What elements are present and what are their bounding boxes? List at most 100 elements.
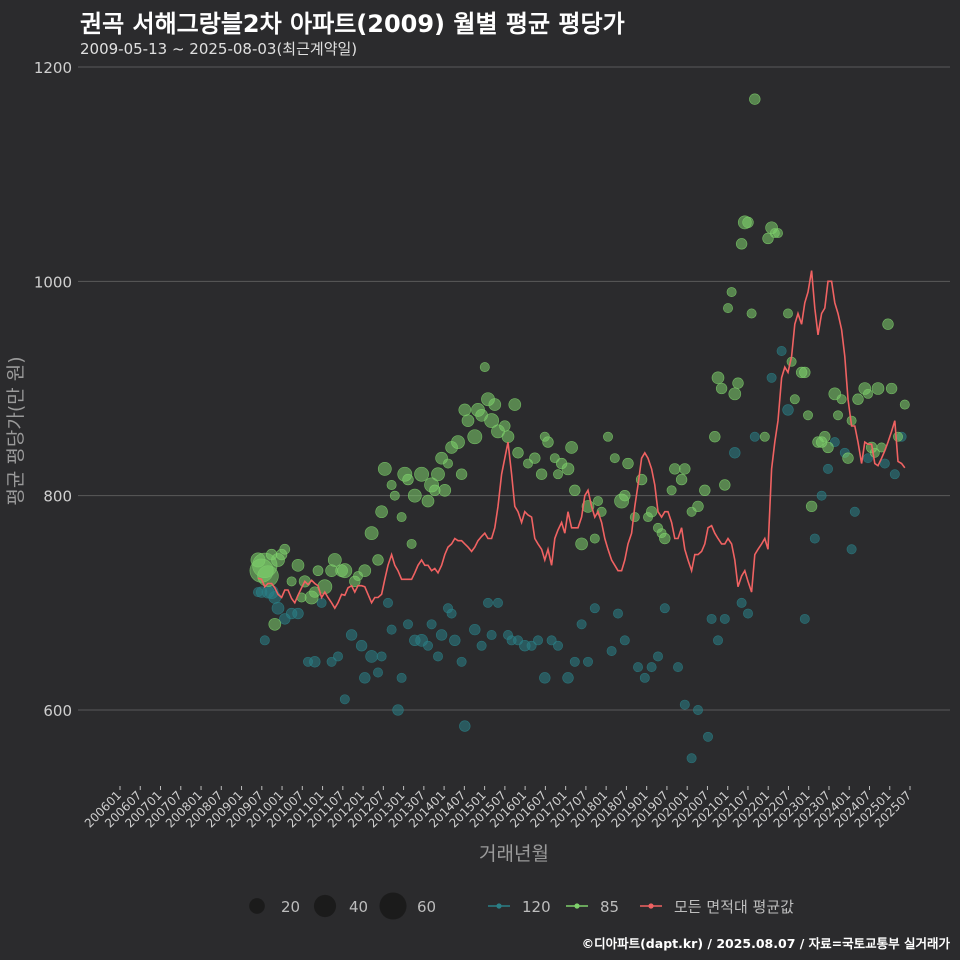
point-85-66 bbox=[553, 469, 563, 480]
point-120-57 bbox=[606, 646, 617, 657]
point-85-73 bbox=[589, 533, 600, 544]
point-120-61 bbox=[639, 672, 650, 683]
point-85-99 bbox=[723, 303, 733, 314]
point-120-88 bbox=[863, 453, 873, 464]
point-120-12 bbox=[316, 597, 327, 608]
point-120-15 bbox=[339, 694, 350, 705]
point-120-80 bbox=[799, 613, 810, 624]
point-85-44 bbox=[451, 435, 465, 449]
point-120-53 bbox=[569, 656, 580, 667]
point-85-139 bbox=[899, 399, 910, 410]
point-85-76 bbox=[603, 431, 613, 442]
point-85-127 bbox=[842, 452, 854, 464]
point-85-134 bbox=[871, 382, 885, 395]
point-85-28 bbox=[386, 479, 397, 490]
y-axis-title: 평균 평당가(만 원) bbox=[5, 356, 27, 505]
point-120-24 bbox=[392, 704, 404, 716]
point-85-90 bbox=[675, 473, 688, 486]
point-85-58 bbox=[508, 398, 522, 411]
point-120-34 bbox=[446, 608, 457, 619]
point-85-70 bbox=[569, 484, 581, 496]
point-85-15 bbox=[312, 565, 324, 577]
point-85-5 bbox=[268, 617, 282, 631]
point-85-29 bbox=[389, 490, 400, 501]
point-120-13 bbox=[326, 656, 337, 667]
point-120-76 bbox=[749, 431, 760, 442]
point-85-118 bbox=[803, 410, 813, 421]
point-120-70 bbox=[706, 613, 717, 624]
point-85-84 bbox=[645, 506, 658, 518]
point-85-10 bbox=[291, 559, 305, 572]
point-85-96 bbox=[711, 371, 725, 385]
point-120-21 bbox=[376, 651, 387, 662]
point-120-16 bbox=[345, 629, 358, 641]
point-120-81 bbox=[809, 533, 820, 544]
point-120-20 bbox=[373, 667, 383, 678]
point-120-49 bbox=[539, 672, 551, 684]
point-85-34 bbox=[407, 488, 422, 503]
y-axis-ticks: 600 800 1000 1200 bbox=[34, 59, 72, 720]
legend-series-label-85: 85 bbox=[600, 898, 619, 916]
point-85-23 bbox=[358, 564, 372, 577]
point-85-105 bbox=[742, 216, 754, 229]
average-price-line bbox=[257, 270, 906, 610]
point-85-53 bbox=[488, 398, 502, 411]
point-85-18 bbox=[327, 553, 342, 567]
point-120-56 bbox=[589, 603, 600, 614]
point-85-77 bbox=[609, 453, 620, 464]
point-120-19 bbox=[365, 650, 378, 663]
point-85-68 bbox=[561, 462, 575, 476]
point-120-79 bbox=[782, 404, 794, 416]
point-85-100 bbox=[726, 287, 737, 298]
point-120-78 bbox=[776, 346, 787, 356]
point-85-81 bbox=[629, 512, 640, 523]
point-85-138 bbox=[893, 431, 903, 442]
point-120-72 bbox=[719, 613, 730, 624]
point-120-9 bbox=[292, 607, 304, 620]
y-tick-label-600: 600 bbox=[43, 702, 72, 720]
point-120-52 bbox=[562, 672, 574, 684]
point-120-31 bbox=[433, 651, 443, 662]
legend-size-label-60: 60 bbox=[417, 898, 436, 916]
point-85-94 bbox=[699, 484, 711, 496]
point-85-36 bbox=[421, 494, 435, 508]
point-120-40 bbox=[483, 597, 493, 608]
point-120-2 bbox=[259, 635, 270, 646]
point-85-129 bbox=[852, 393, 864, 405]
point-120-25 bbox=[396, 672, 407, 683]
point-85-115 bbox=[789, 394, 800, 405]
point-85-61 bbox=[529, 452, 541, 464]
point-85-33 bbox=[406, 538, 417, 549]
point-85-24 bbox=[364, 526, 379, 541]
point-120-50 bbox=[546, 635, 557, 646]
y-tick-label-800: 800 bbox=[43, 488, 72, 506]
point-85-112 bbox=[773, 228, 783, 239]
point-85-137 bbox=[885, 382, 898, 395]
point-85-56 bbox=[499, 420, 511, 432]
x-axis-ticks: 2006012006072007012007072008012008072009… bbox=[82, 786, 914, 831]
point-120-62 bbox=[646, 662, 657, 673]
legend-dot-모든 면적대 평균값 bbox=[648, 903, 654, 909]
point-85-59 bbox=[512, 447, 524, 459]
point-120-32 bbox=[435, 629, 448, 641]
y-tick-label-1000: 1000 bbox=[34, 273, 72, 291]
point-85-41 bbox=[438, 483, 452, 497]
series-120-points bbox=[253, 346, 907, 764]
legend: 20 40 60 120 85 모든 면적대 평균값 bbox=[249, 892, 794, 920]
point-120-75 bbox=[743, 608, 753, 619]
point-120-55 bbox=[583, 656, 593, 667]
point-120-48 bbox=[533, 635, 543, 646]
point-85-71 bbox=[575, 537, 588, 551]
point-85-108 bbox=[759, 431, 770, 442]
x-axis-title: 거래년월 bbox=[479, 843, 549, 865]
point-120-47 bbox=[526, 640, 537, 651]
point-120-68 bbox=[693, 705, 703, 715]
point-120-23 bbox=[386, 624, 397, 635]
legend-size-label-40: 40 bbox=[349, 898, 368, 916]
point-85-122 bbox=[819, 431, 831, 443]
point-120-89 bbox=[879, 458, 890, 469]
point-85-102 bbox=[732, 377, 744, 389]
point-120-67 bbox=[686, 753, 697, 764]
point-85-57 bbox=[501, 430, 515, 444]
point-120-82 bbox=[816, 490, 827, 501]
